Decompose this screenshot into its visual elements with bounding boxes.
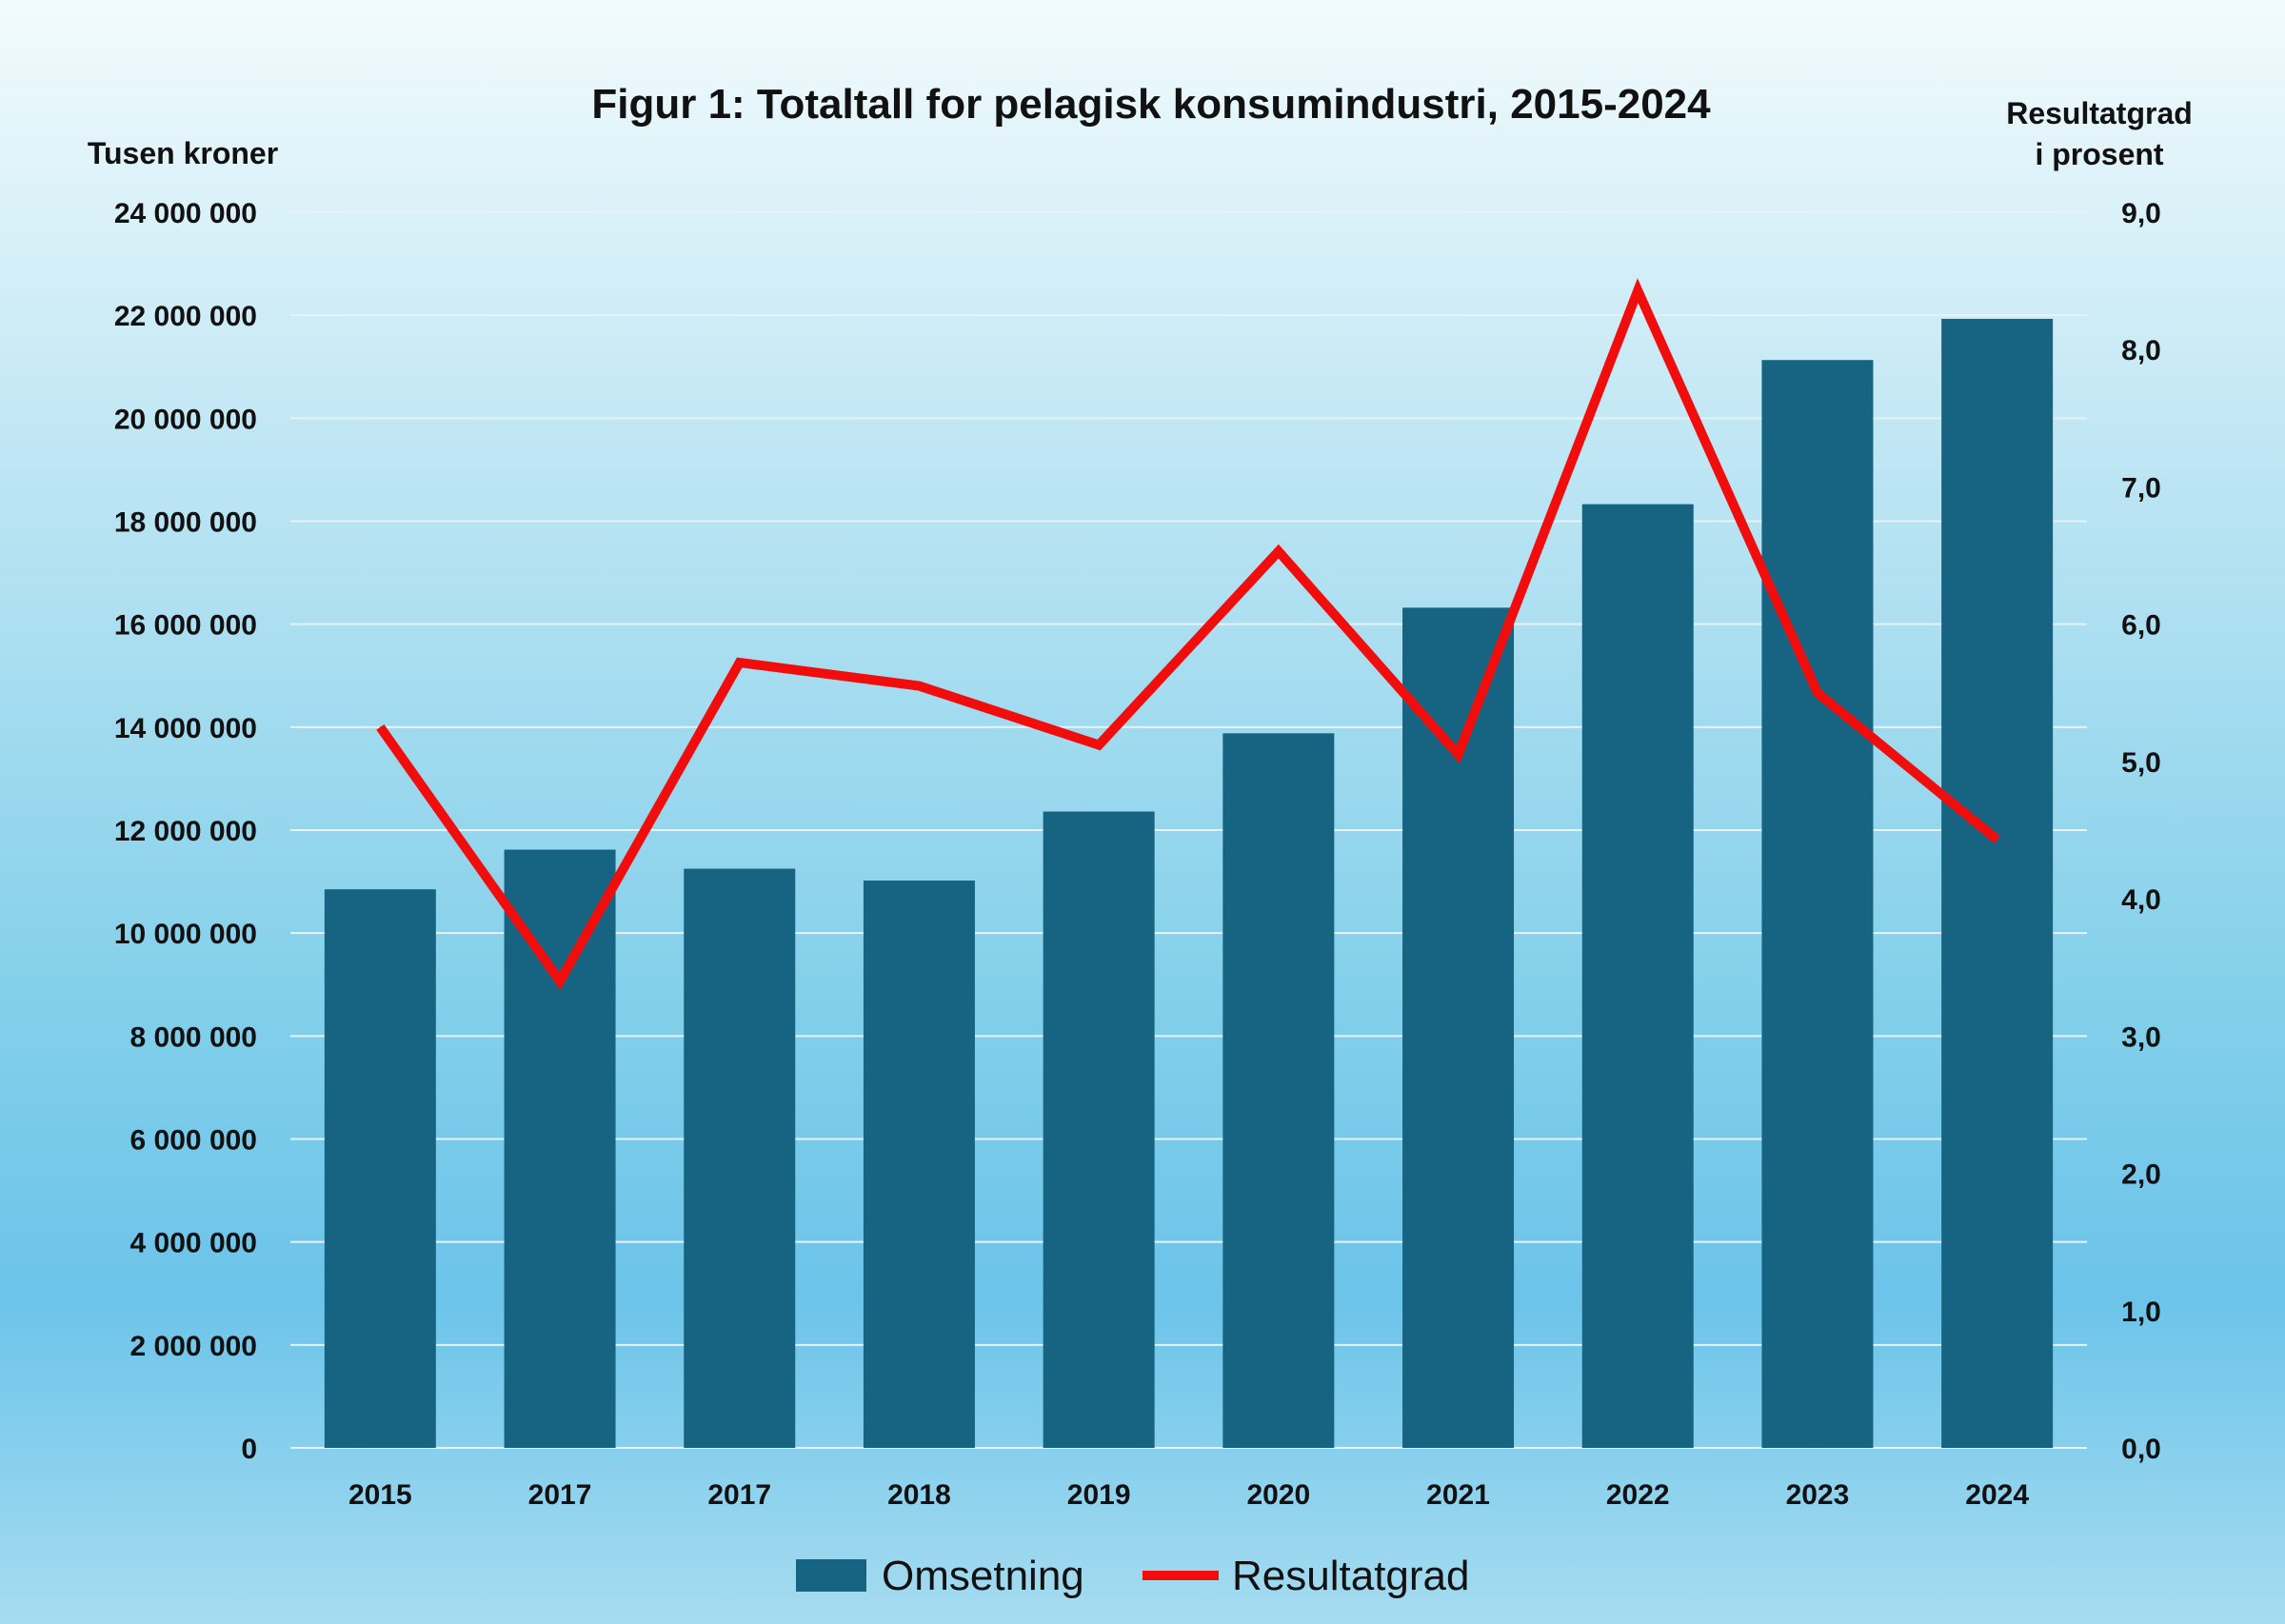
y-left-tick-label: 20 000 000 [114,404,257,435]
y-left-tick-label: 10 000 000 [114,919,257,950]
x-tick-label: 2019 [1067,1479,1131,1511]
bar-omsetning-2017 [684,868,796,1448]
bar-omsetning-2018 [863,881,975,1448]
point-resultatgrad-2015 [379,726,381,728]
point-resultatgrad-2019 [1098,744,1100,746]
y-left-tick-label: 14 000 000 [114,713,257,744]
y-left-tick-label: 16 000 000 [114,610,257,642]
legend: Omsetning Resultatgrad [796,1553,1469,1599]
point-resultatgrad-2018 [918,685,920,687]
y-right-tick-label: 8,0 [2121,335,2161,366]
point-resultatgrad-2022 [1637,289,1639,291]
x-tick-label: 2023 [1786,1479,1850,1511]
y-right-tick-label: 0,0 [2121,1434,2161,1465]
resultatgrad-line-group [376,278,2000,990]
point-resultatgrad-2021 [1458,754,1460,756]
y-left-tick-label: 2 000 000 [130,1331,257,1362]
y-right-tick-label: 5,0 [2121,747,2161,779]
right-axis-title-line2: i prosent [2035,137,2163,171]
x-tick-label: 2018 [887,1479,951,1511]
y-right-tick-label: 7,0 [2121,472,2161,504]
y-left-tick-label: 22 000 000 [114,301,257,332]
bar-omsetning-2022 [1581,504,1694,1448]
left-axis-ticks: 0 2 000 000 4 000 000 6 000 000 8 000 000 10 … [114,198,257,1465]
point-resultatgrad-2020 [1278,550,1280,552]
y-right-tick-label: 4,0 [2121,884,2161,916]
y-left-tick-label: 12 000 000 [114,816,257,847]
legend-label-resultatgrad: Resultatgrad [1232,1553,1469,1599]
point-resultatgrad-2017 [559,980,561,982]
y-right-tick-label: 1,0 [2121,1297,2161,1328]
x-tick-label: 2021 [1426,1479,1490,1511]
bar-omsetning-2023 [1761,360,1874,1448]
x-tick-label: 2017 [707,1479,771,1511]
x-tick-label: 2017 [528,1479,592,1511]
legend-label-omsetning: Omsetning [882,1553,1084,1599]
y-left-tick-label: 8 000 000 [130,1021,257,1053]
x-tick-label: 2022 [1606,1479,1670,1511]
bar-omsetning-2015 [324,889,436,1448]
y-left-tick-label: 18 000 000 [114,507,257,539]
y-left-tick-label: 4 000 000 [130,1228,257,1259]
y-right-tick-label: 6,0 [2121,610,2161,642]
legend-swatch-omsetning [796,1559,866,1592]
chart-title: Figur 1: Totaltall for pelagisk konsumin… [591,81,1711,128]
y-right-tick-label: 9,0 [2121,198,2161,229]
x-tick-label: 2015 [348,1479,412,1511]
x-tick-label: 2024 [1965,1479,2029,1511]
bars [324,318,2054,1448]
bar-omsetning-2017 [504,849,616,1448]
y-left-tick-label: 6 000 000 [130,1125,257,1157]
right-axis-title-line1: Resultatgrad [2006,96,2193,130]
y-left-tick-label: 0 [241,1434,257,1465]
bar-omsetning-2019 [1043,811,1155,1448]
point-resultatgrad-2023 [1817,692,1818,694]
x-tick-label: 2020 [1246,1479,1310,1511]
right-axis-ticks: 0,0 1,0 2,0 3,0 4,0 5,0 6,0 7,0 8,0 9,0 [2121,198,2161,1465]
left-axis-title: Tusen kroner [88,136,278,170]
line-resultatgrad [376,278,2000,990]
bar-omsetning-2021 [1402,607,1515,1448]
bar-omsetning-2024 [1941,318,2054,1448]
x-axis-ticks: 2015 2017 2017 2018 2019 2020 2021 2022 2023 2024 [348,1479,2029,1511]
bar-omsetning-2020 [1222,733,1335,1448]
y-right-tick-label: 2,0 [2121,1159,2161,1191]
y-left-tick-label: 24 000 000 [114,198,257,229]
y-right-tick-label: 3,0 [2121,1021,2161,1053]
